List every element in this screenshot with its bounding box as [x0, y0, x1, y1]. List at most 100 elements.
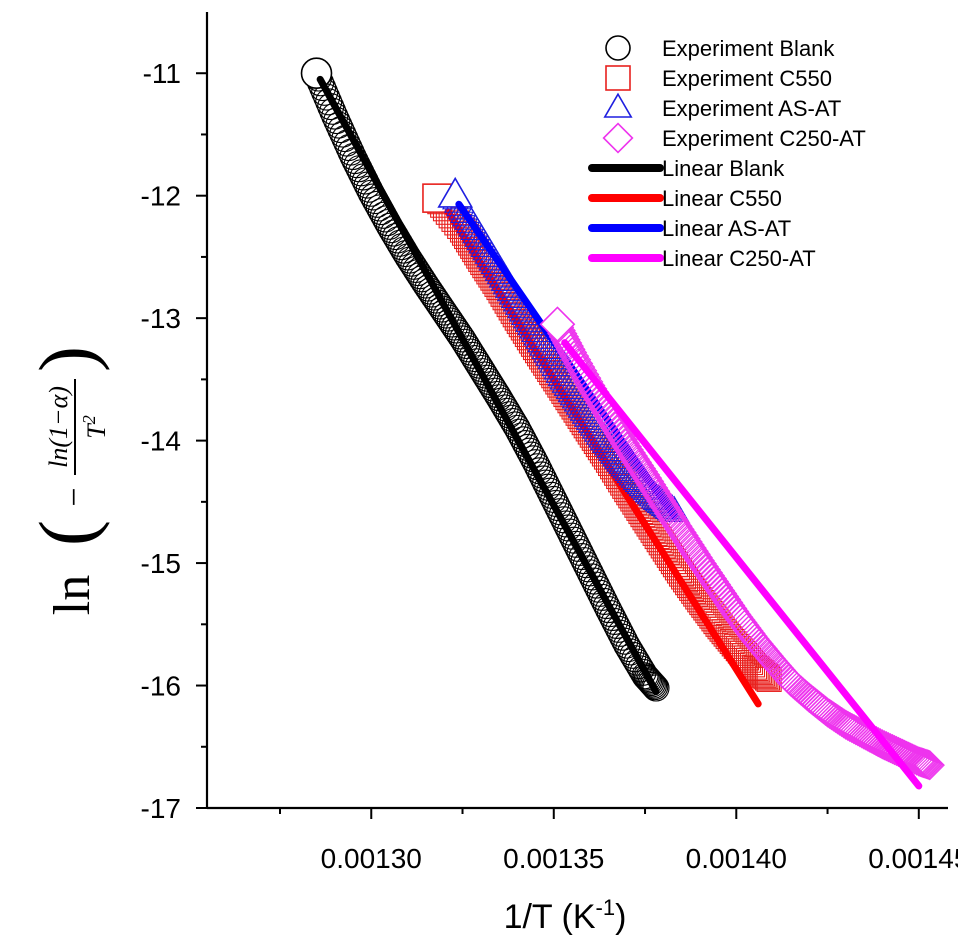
- legend-label: Linear AS-AT: [662, 216, 791, 241]
- data-point: [597, 600, 625, 628]
- series-linear-c250-at: [561, 339, 923, 790]
- data-point: [571, 362, 602, 394]
- data-point: [623, 450, 655, 481]
- data-point: [633, 664, 662, 693]
- data-point: [631, 462, 663, 494]
- y-tick-label: -12: [141, 181, 181, 212]
- data-point: [633, 466, 665, 497]
- data-point: [901, 745, 932, 776]
- data-point: [684, 545, 715, 576]
- data-point: [664, 514, 695, 545]
- data-point: [867, 729, 898, 760]
- data-point: [873, 731, 904, 763]
- fit-line: [316, 75, 660, 696]
- data-point: [603, 611, 631, 639]
- data-point: [658, 504, 689, 536]
- y-axis-ln: ln: [44, 575, 101, 615]
- legend-label: Experiment C250-AT: [662, 126, 866, 151]
- data-point: [642, 674, 670, 702]
- data-point: [627, 456, 659, 487]
- y-tick-label: -13: [141, 303, 181, 334]
- data-point: [473, 364, 501, 392]
- y-axis-title: ln ( − ln(1−α) T2 ): [23, 346, 111, 615]
- data-point: [666, 517, 697, 548]
- legend-item-experiment-blank: Experiment Blank: [605, 35, 835, 61]
- data-point: [637, 472, 669, 504]
- data-point: [569, 359, 600, 390]
- data-point: [644, 482, 675, 513]
- data-point: [913, 749, 944, 780]
- x-tick-label: 0.00135: [503, 843, 604, 874]
- data-point: [632, 663, 660, 691]
- data-point: [457, 338, 485, 366]
- data-point: [475, 367, 503, 395]
- y-tick-label: -17: [141, 793, 181, 824]
- data-point: [680, 539, 711, 570]
- data-point-start: [539, 306, 576, 343]
- legend: Experiment Blank Experiment C550 Experimen…: [588, 35, 866, 271]
- series-experiment-c250-at: [539, 306, 945, 781]
- x-tick-label: 0.00145: [868, 843, 958, 874]
- data-point: [696, 563, 728, 594]
- legend-symbol: [603, 92, 633, 118]
- data-point: [471, 361, 499, 389]
- data-point: [455, 335, 483, 363]
- legend-item-experiment-c550: Experiment C550: [605, 65, 832, 91]
- y-axis-minus: −: [56, 487, 93, 506]
- data-point: [690, 554, 722, 585]
- legend-label: Experiment Blank: [662, 36, 835, 61]
- series-linear-blank: [316, 75, 660, 696]
- axes-frame: [205, 12, 948, 810]
- data-point: [594, 596, 623, 624]
- data-point: [865, 728, 896, 759]
- y-tick-label: -14: [141, 426, 181, 457]
- data-point: [459, 341, 487, 369]
- data-point-start: [300, 57, 333, 90]
- data-point: [629, 459, 661, 491]
- data-point: [625, 453, 657, 484]
- data-point: [605, 421, 636, 452]
- data-point: [453, 331, 481, 360]
- data-point: [662, 511, 693, 542]
- data-point: [668, 520, 699, 551]
- data-point: [592, 591, 621, 620]
- data-point-start: [437, 176, 474, 208]
- data-point: [463, 348, 491, 376]
- data-point: [908, 747, 939, 779]
- data-point: [702, 572, 734, 603]
- data-point: [652, 495, 683, 526]
- data-point: [910, 748, 942, 780]
- data-point: [704, 575, 736, 606]
- x-axis-title: 1/T (K-1): [504, 895, 627, 936]
- data-point: [635, 666, 663, 694]
- data-point: [609, 428, 640, 459]
- legend-item-linear-as-at: Linear AS-AT: [588, 216, 791, 241]
- data-point: [914, 749, 945, 781]
- data-point: [861, 725, 892, 757]
- legend-label: Linear C550: [662, 186, 782, 211]
- legend-symbol: [605, 65, 631, 91]
- data-point: [467, 354, 495, 382]
- data-point: [639, 671, 668, 699]
- y-axis-left-paren: (: [23, 520, 110, 546]
- data-point: [636, 667, 664, 695]
- y-axis-numerator: ln(1−α): [44, 386, 73, 468]
- data-point: [906, 747, 937, 778]
- data-point: [698, 566, 730, 597]
- legend-item-experiment-c250-at: Experiment C250-AT: [602, 122, 866, 154]
- data-point: [450, 328, 479, 356]
- data-point: [706, 578, 738, 609]
- data-point: [619, 444, 651, 475]
- data-point: [611, 431, 642, 462]
- fit-line: [561, 339, 923, 790]
- x-tick-label: 0.00140: [686, 843, 787, 874]
- data-point: [648, 489, 679, 520]
- data-point: [712, 587, 744, 618]
- data-point: [448, 325, 477, 353]
- y-tick-label: -15: [141, 548, 181, 579]
- data-point: [573, 366, 604, 398]
- plot-area: [300, 57, 945, 790]
- data-point: [555, 334, 586, 365]
- data-point: [641, 673, 669, 701]
